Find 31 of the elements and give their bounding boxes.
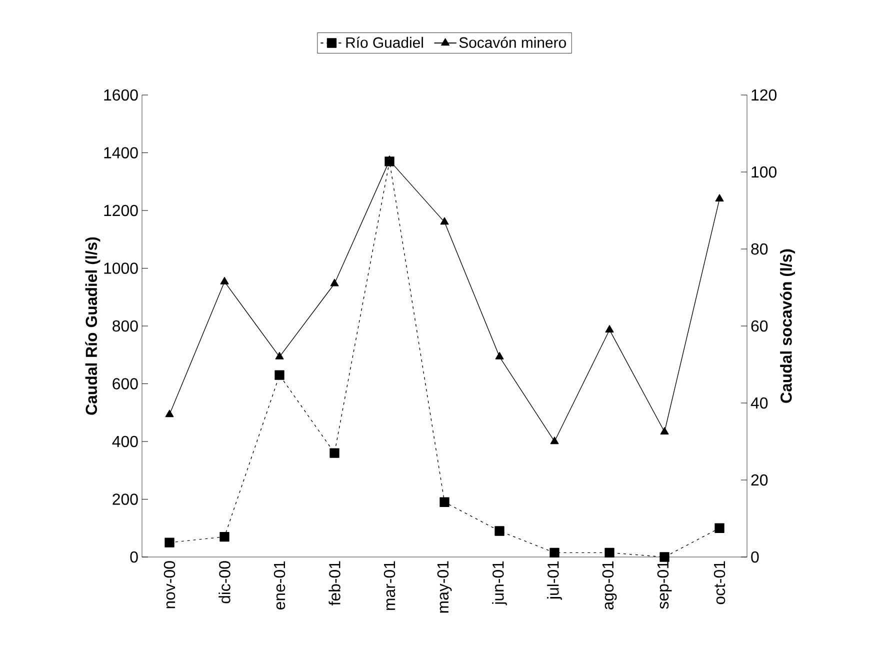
x-tick-label: jul-01 [547, 561, 562, 600]
y-tick-label: 1000 [104, 262, 138, 274]
y-tick-label: 1200 [104, 204, 138, 216]
y2-axis-title: Caudal socavón (l/s) [780, 249, 795, 403]
y-tick-label: 400 [112, 436, 138, 448]
x-tick-label: mar-01 [384, 561, 396, 610]
y-axis-title: Caudal Río Guadiel (l/s) [85, 237, 100, 415]
y-tick-label: 600 [112, 378, 138, 390]
x-tick-label: sep-01 [657, 561, 672, 609]
x-tick-label: nov-00 [164, 561, 176, 608]
y2-tick-label: 0 [751, 551, 759, 563]
x-tick-label: oct-01 [714, 561, 726, 604]
y2-tick-label: 60 [751, 320, 768, 332]
y-tick-label: 0 [130, 551, 138, 563]
y2-tick-label: 20 [751, 474, 768, 486]
y2-tick-label: 80 [751, 243, 768, 255]
y-tick-label: 1600 [104, 89, 138, 101]
x-tick-label: dic-00 [218, 561, 230, 604]
x-tick-label: ago-01 [602, 561, 617, 610]
x-tick-label: may-01 [437, 561, 452, 613]
y2-tick-label: 100 [752, 166, 776, 178]
y2-tick-label: 120 [752, 89, 776, 101]
y-tick-label: 800 [112, 320, 138, 332]
legend-label: Socavón minero [459, 36, 566, 48]
y-tick-label: 1400 [104, 147, 138, 158]
x-tick-label: jun-01 [492, 561, 507, 606]
y-tick-label: 200 [112, 494, 138, 505]
x-tick-label: ene-01 [274, 561, 286, 610]
legend-label: Río Guadiel [346, 36, 423, 48]
y2-tick-label: 40 [750, 397, 768, 409]
x-tick-label: feb-01 [328, 561, 340, 606]
